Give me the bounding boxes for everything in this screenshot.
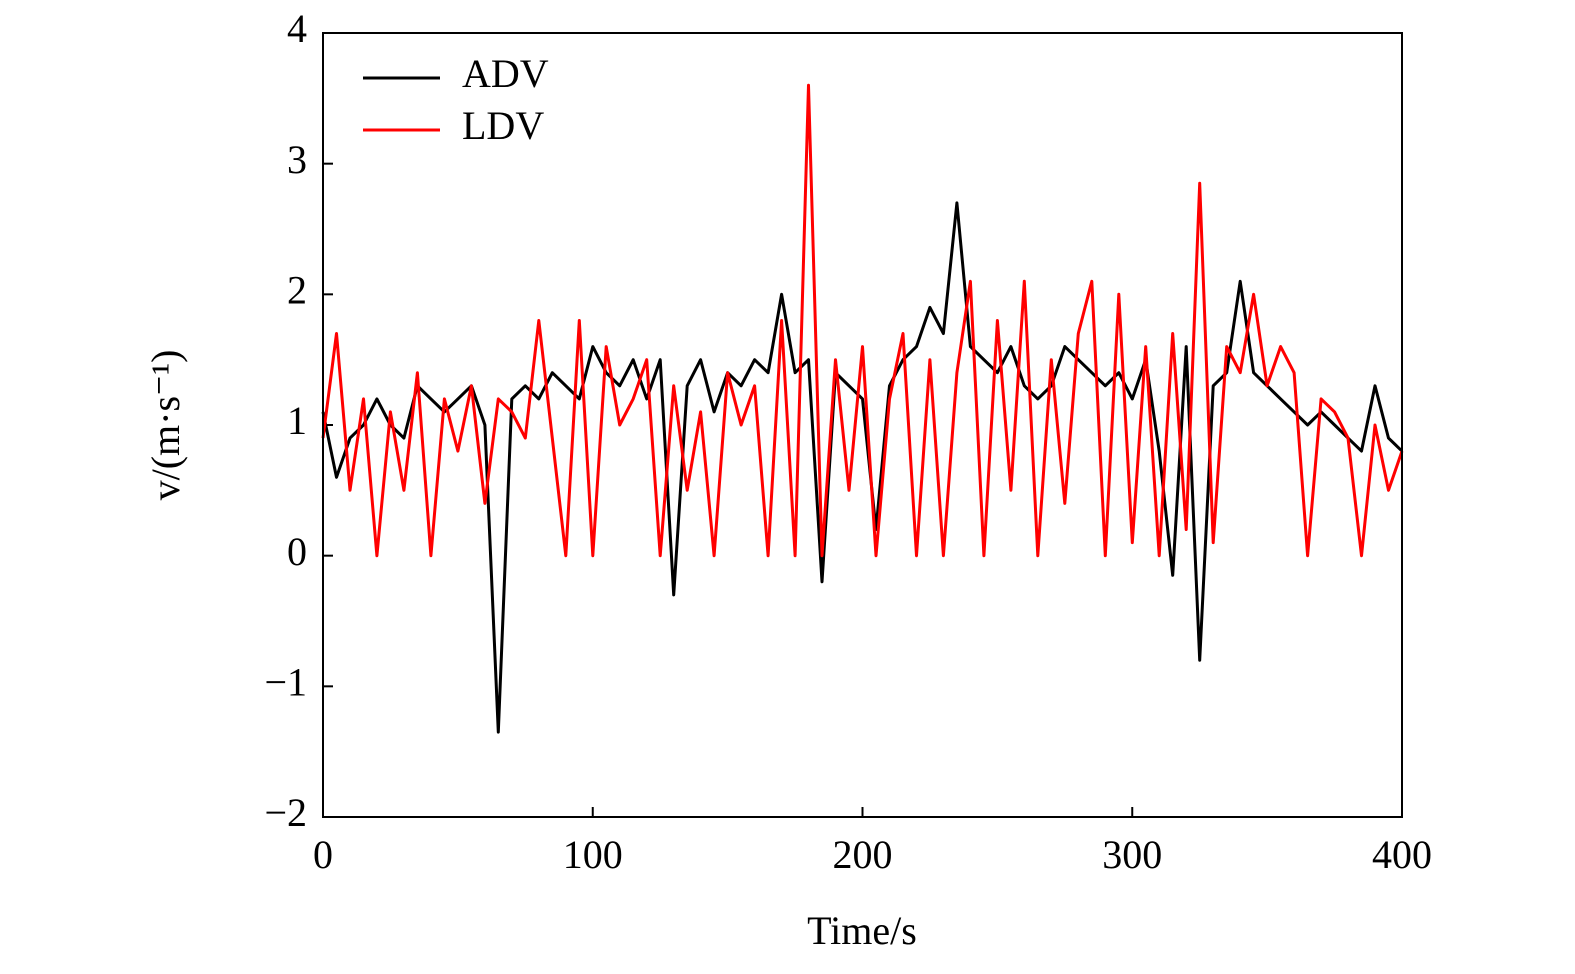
legend-label: LDV	[462, 103, 544, 148]
y-tick-label: 1	[287, 398, 307, 443]
x-tick-label: 400	[1372, 832, 1432, 877]
y-tick-label: 2	[287, 268, 307, 313]
legend-label: ADV	[462, 51, 549, 96]
data-line	[321, 83, 1404, 558]
y-tick-label: 0	[287, 529, 307, 574]
x-tick-label: 300	[1102, 832, 1162, 877]
x-tick-label: 100	[563, 832, 623, 877]
y-tick-label: 4	[287, 6, 307, 51]
x-tick-label: 200	[833, 832, 893, 877]
y-tick-label: 3	[287, 137, 307, 182]
y-tick-label: −2	[264, 790, 307, 835]
y-tick-label: −1	[264, 660, 307, 705]
plot-frame	[322, 32, 1403, 818]
x-axis-label: Time/s	[807, 908, 917, 953]
data-line	[321, 201, 1404, 734]
y-axis-label: v/(m·s⁻¹)	[143, 350, 188, 501]
x-tick-label: 0	[313, 832, 333, 877]
